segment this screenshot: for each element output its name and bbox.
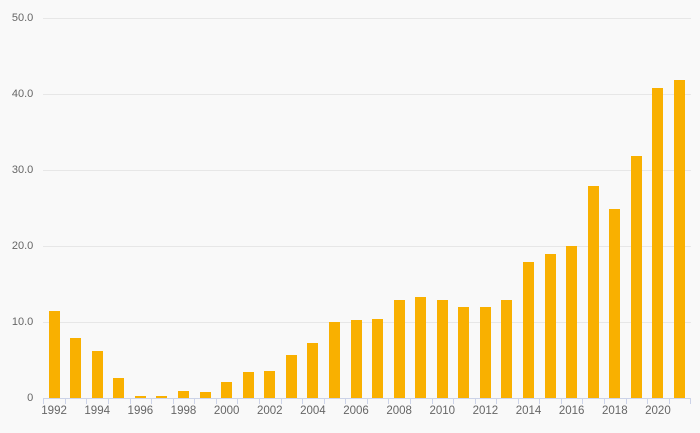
- bar-2020[interactable]: [652, 88, 664, 399]
- y-axis-label-30.0: 30.0: [11, 164, 34, 177]
- x-axis-label-2014: 2014: [515, 405, 542, 418]
- x-axis-tick: [668, 398, 670, 405]
- x-axis-tick: [582, 398, 584, 405]
- x-axis-tick: [496, 398, 498, 405]
- x-axis-label-1992: 1992: [41, 405, 67, 418]
- bar-2016[interactable]: [566, 246, 578, 399]
- x-axis-tick: [604, 398, 606, 405]
- bar-2006[interactable]: [350, 320, 362, 399]
- x-axis-tick: [43, 398, 45, 405]
- bar-2013[interactable]: [501, 299, 513, 399]
- bar-1997[interactable]: [156, 396, 168, 399]
- bar-1994[interactable]: [91, 351, 103, 399]
- bar-2004[interactable]: [307, 342, 319, 399]
- bar-2012[interactable]: [479, 307, 491, 399]
- x-axis-label-2000: 2000: [213, 405, 240, 418]
- bar-2014[interactable]: [523, 261, 535, 399]
- x-axis-tick: [129, 398, 131, 405]
- x-axis-label-2004: 2004: [300, 405, 326, 418]
- bar-1996[interactable]: [134, 396, 146, 399]
- bar-2007[interactable]: [372, 318, 384, 399]
- bar-2009[interactable]: [415, 297, 427, 399]
- x-axis-tick: [194, 398, 196, 405]
- x-axis-tick: [64, 398, 66, 405]
- bar-2018[interactable]: [609, 209, 621, 399]
- y-axis-label-20.0: 20.0: [11, 240, 34, 253]
- x-axis-tick: [625, 398, 627, 405]
- bar-1993[interactable]: [70, 337, 82, 399]
- x-axis-tick: [388, 398, 390, 405]
- bar-2015[interactable]: [544, 253, 556, 399]
- x-axis-tick: [215, 398, 217, 405]
- x-axis-label-2006: 2006: [343, 405, 369, 418]
- bar-2017[interactable]: [587, 186, 599, 399]
- bar-2021[interactable]: [674, 79, 686, 399]
- y-gridline-20.0: [43, 245, 692, 247]
- x-axis-label-1998: 1998: [170, 405, 197, 418]
- bar-2005[interactable]: [328, 322, 340, 399]
- x-axis-tick: [560, 398, 562, 405]
- y-gridline-10.0: [43, 321, 692, 323]
- y-gridline-40.0: [43, 93, 692, 95]
- x-axis-tick: [237, 398, 239, 405]
- bar-2011[interactable]: [458, 307, 470, 399]
- x-axis-tick: [323, 398, 325, 405]
- y-axis-label-40.0: 40.0: [11, 88, 34, 101]
- x-axis-tick: [474, 398, 476, 405]
- x-axis-tick: [108, 398, 109, 405]
- x-axis-label-2010: 2010: [429, 405, 456, 418]
- x-axis-tick: [453, 398, 455, 405]
- bar-2010[interactable]: [436, 299, 448, 399]
- x-axis-tick: [517, 398, 519, 405]
- x-axis-tick: [690, 398, 692, 405]
- x-axis-label-2020: 2020: [645, 405, 671, 418]
- bar-2002[interactable]: [264, 370, 276, 399]
- x-axis-tick: [431, 398, 433, 405]
- bar-1992[interactable]: [48, 310, 60, 399]
- x-axis-label-2012: 2012: [472, 405, 499, 418]
- x-axis-tick: [366, 398, 368, 405]
- x-axis-label-2018: 2018: [602, 405, 628, 418]
- x-axis-tick: [647, 398, 649, 405]
- x-axis-tick: [345, 398, 347, 405]
- y-axis-label-10.0: 10.0: [11, 316, 34, 329]
- y-axis-label-0: 0: [27, 392, 34, 405]
- x-axis-label-2002: 2002: [256, 405, 283, 418]
- x-axis-tick: [151, 398, 153, 405]
- x-axis-tick: [258, 398, 260, 405]
- x-axis-tick: [86, 398, 88, 405]
- bar-2019[interactable]: [630, 155, 642, 399]
- bar-1999[interactable]: [199, 392, 211, 399]
- x-axis-tick: [172, 398, 174, 405]
- x-axis-tick: [280, 398, 282, 405]
- bar-1995[interactable]: [113, 377, 125, 399]
- x-axis-label-2016: 2016: [558, 405, 585, 418]
- bar-2001[interactable]: [242, 372, 254, 399]
- bar-1998[interactable]: [177, 390, 189, 399]
- x-axis-label-1994: 1994: [84, 405, 110, 418]
- x-axis-label-2008: 2008: [386, 405, 412, 418]
- x-axis-tick: [409, 398, 411, 405]
- x-axis-tick: [539, 398, 541, 405]
- y-gridline-50.0: [43, 17, 692, 19]
- y-axis-label-50.0: 50.0: [11, 12, 34, 25]
- x-axis-tick: [302, 398, 304, 405]
- bar-2008[interactable]: [393, 299, 405, 399]
- bar-2000[interactable]: [221, 381, 233, 399]
- x-axis-label-1996: 1996: [127, 405, 154, 418]
- bar-2003[interactable]: [285, 354, 297, 399]
- y-gridline-30.0: [43, 169, 692, 171]
